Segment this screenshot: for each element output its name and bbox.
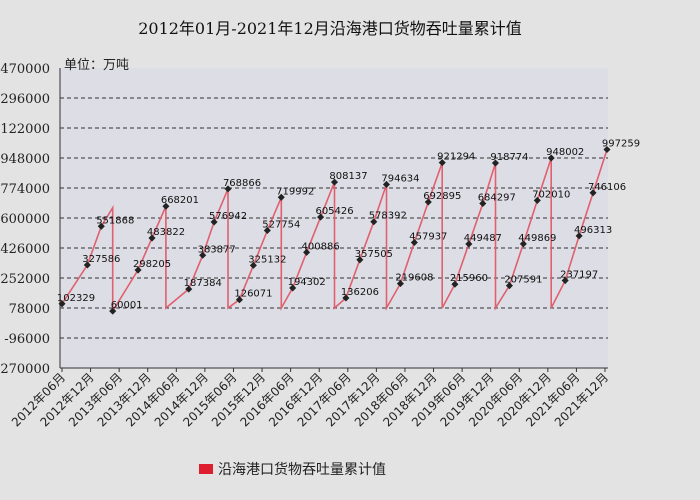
data-point <box>224 185 232 193</box>
data-label: 194302 <box>288 277 326 288</box>
data-label: 808137 <box>329 171 367 182</box>
data-point <box>438 159 446 167</box>
data-point <box>342 294 350 302</box>
data-label: 918774 <box>490 152 528 163</box>
data-label: 746106 <box>588 182 626 193</box>
data-point <box>589 189 597 197</box>
data-point <box>134 266 142 274</box>
data-label: 325132 <box>248 254 286 265</box>
data-label: 136206 <box>341 287 379 298</box>
data-label: 551868 <box>96 215 134 226</box>
data-label: 60001 <box>111 300 143 311</box>
data-label: 719992 <box>276 186 314 197</box>
data-point <box>561 277 569 285</box>
y-axis-ticks: 1470000 1296000 1122000 948000 774000 600000 4… <box>0 62 50 377</box>
data-point <box>210 218 218 226</box>
data-label: 327586 <box>82 254 120 265</box>
data-label: 768866 <box>223 178 261 189</box>
legend: 沿海港口货物吞吐量累计值 <box>199 461 386 478</box>
y-tick-label: 774000 <box>0 182 50 197</box>
chart-title: 2012年01月-2021年12月沿海港口货物吞吐量累计值 <box>138 19 522 38</box>
data-labels: 102329 327586 551868 60001 298205 483822 66820… <box>57 139 640 312</box>
y-tick-label: 252000 <box>0 272 50 287</box>
data-label: 527754 <box>262 219 300 230</box>
data-label: 668201 <box>161 195 199 206</box>
data-point <box>370 218 378 226</box>
data-label: 702010 <box>532 189 570 200</box>
data-label: 126071 <box>234 289 272 300</box>
data-label: 298205 <box>133 259 171 270</box>
data-label: 449487 <box>464 233 502 244</box>
data-point <box>289 284 297 292</box>
data-label: 357505 <box>355 249 393 260</box>
data-point <box>382 180 391 188</box>
data-point <box>505 282 513 290</box>
y-tick-label: -270000 <box>0 362 50 377</box>
y-tick-label: 948000 <box>0 152 50 167</box>
data-point <box>451 280 459 288</box>
data-label: 997259 <box>602 139 640 150</box>
data-point <box>491 159 500 167</box>
data-point <box>97 222 105 230</box>
data-label: 794634 <box>381 173 419 184</box>
y-tick-label: 78000 <box>9 302 50 317</box>
data-point <box>410 238 418 247</box>
data-label: 948002 <box>546 147 584 158</box>
data-point <box>303 248 311 256</box>
data-point <box>533 196 541 204</box>
data-label: 576942 <box>209 211 247 222</box>
y-tick-label: 426000 <box>0 242 50 257</box>
y-tick-label: 1122000 <box>0 122 50 137</box>
data-label: 692895 <box>423 191 461 202</box>
data-point <box>330 178 339 186</box>
data-point <box>547 154 555 162</box>
data-label: 219608 <box>395 273 433 284</box>
legend-label: 沿海港口货物吞吐量累计值 <box>218 461 386 478</box>
series-line-group <box>58 145 611 315</box>
data-point <box>424 198 432 206</box>
data-point <box>575 232 583 240</box>
data-label: 483822 <box>147 227 185 238</box>
data-label: 684297 <box>478 192 516 203</box>
data-point <box>235 296 243 304</box>
y-tick-label: -96000 <box>4 332 50 347</box>
data-label: 496313 <box>574 225 612 236</box>
data-label: 215960 <box>450 273 488 284</box>
y-tick-label: 1296000 <box>0 92 50 107</box>
data-label: 102329 <box>57 293 95 304</box>
data-point <box>148 234 156 242</box>
data-point <box>58 300 66 308</box>
data-label: 457937 <box>409 231 447 242</box>
data-point <box>263 226 271 234</box>
data-label: 605426 <box>315 206 353 217</box>
data-point <box>109 307 117 315</box>
data-point <box>356 256 364 264</box>
data-point <box>519 240 527 248</box>
y-tick-label: 600000 <box>0 212 50 227</box>
data-point <box>185 285 193 293</box>
data-point <box>277 193 285 201</box>
data-label: 207591 <box>504 275 542 286</box>
data-point <box>317 213 325 221</box>
y-tick-label: 1470000 <box>0 62 50 77</box>
data-label: 187384 <box>184 278 222 289</box>
data-point <box>162 202 170 210</box>
series-line <box>61 149 608 314</box>
data-point <box>465 240 473 248</box>
data-label: 449869 <box>518 233 556 244</box>
data-point <box>249 261 257 269</box>
data-point <box>83 261 91 269</box>
unit-label: 单位：万吨 <box>64 58 129 73</box>
data-label: 921294 <box>437 152 475 163</box>
data-point <box>479 199 487 208</box>
x-axis-ticks: 2012年06月2012年12月2013年06月2013年12月2014年06月… <box>9 368 611 429</box>
data-label: 383877 <box>198 244 236 255</box>
legend-swatch <box>199 464 213 474</box>
data-label: 400886 <box>302 241 340 252</box>
data-label: 578392 <box>369 211 407 222</box>
data-label: 237197 <box>560 270 598 281</box>
data-point <box>603 145 611 154</box>
data-point <box>396 280 404 288</box>
